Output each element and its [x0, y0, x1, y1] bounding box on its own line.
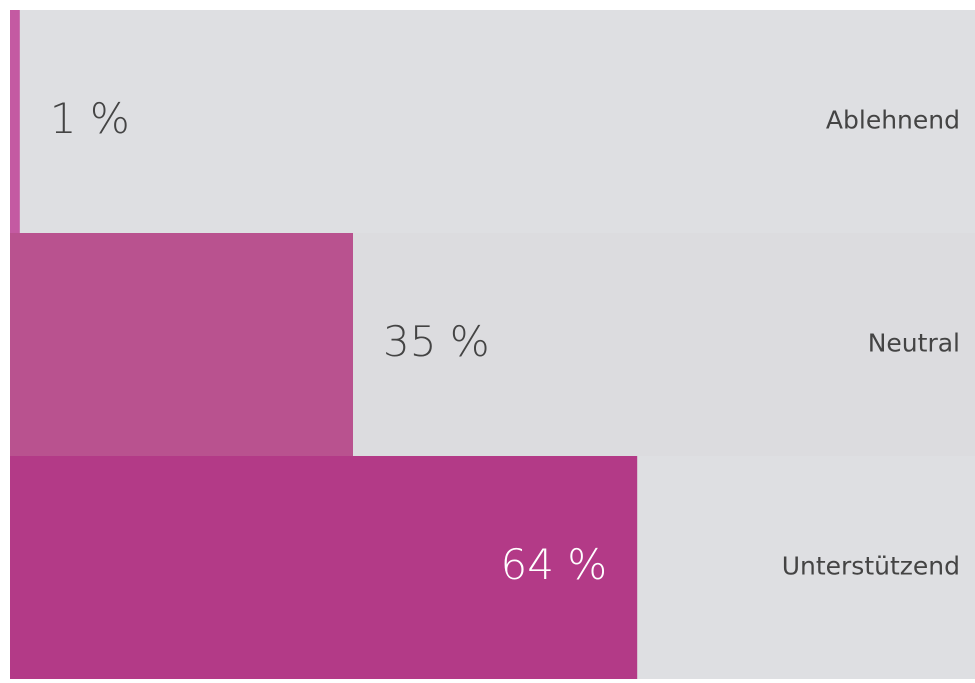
value-label: 1 %	[50, 94, 130, 143]
bar	[10, 10, 20, 233]
bar	[10, 233, 353, 456]
category-label: Neutral	[868, 329, 960, 358]
category-label: Unterstützend	[782, 552, 960, 581]
value-label: 35 %	[383, 317, 490, 366]
row-background	[10, 10, 975, 233]
category-label: Ablehnend	[826, 106, 960, 135]
value-label: 64 %	[500, 540, 607, 589]
bar	[10, 456, 638, 679]
